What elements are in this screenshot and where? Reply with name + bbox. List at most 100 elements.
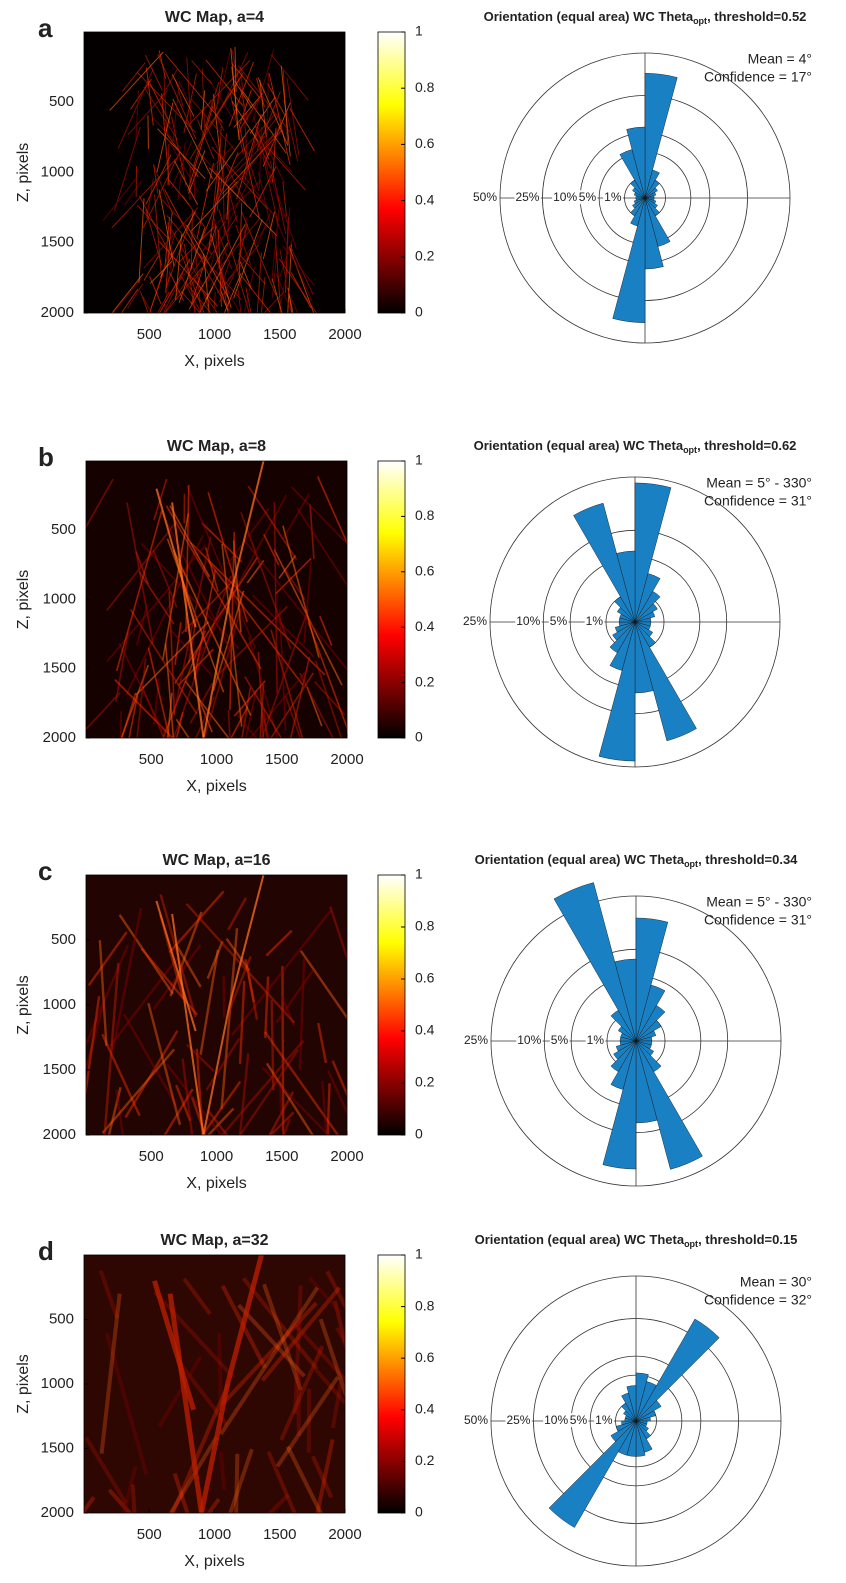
fiber	[121, 62, 146, 92]
fiber	[270, 999, 275, 1091]
fiber	[275, 1375, 340, 1468]
fiber	[84, 1436, 128, 1505]
title-main: Orientation (equal area) WC Theta	[474, 438, 684, 453]
x-tick-label: 500	[139, 751, 164, 768]
fiber	[232, 540, 242, 633]
fiber	[283, 100, 299, 162]
fiber	[238, 1053, 250, 1135]
fiber	[162, 272, 184, 313]
fiber	[226, 125, 282, 198]
fiber	[209, 79, 235, 121]
fiber	[214, 218, 218, 260]
chart-title: WC Map, a=4	[165, 9, 264, 26]
y-tick-label: 1500	[43, 660, 76, 677]
fiber	[175, 711, 184, 738]
fiber	[120, 288, 139, 313]
chart-title: Orientation (equal area) WC Thetaopt, th…	[474, 438, 797, 455]
fiber	[102, 177, 138, 221]
fiber	[243, 539, 347, 671]
fiber	[190, 225, 217, 305]
fiber	[207, 243, 217, 284]
colorbar-tick-label: 0.6	[415, 1349, 435, 1365]
label-background	[462, 1033, 490, 1048]
colorbar	[377, 874, 406, 1136]
fiber	[137, 205, 170, 240]
fiber	[218, 1451, 227, 1491]
x-tick-label: 2000	[330, 1148, 363, 1165]
fiber	[201, 68, 206, 128]
y-tick-label: 500	[49, 1310, 74, 1327]
fiber	[157, 53, 197, 140]
fiber	[221, 129, 283, 195]
fiber	[202, 599, 231, 738]
colorbar-tick-label: 0.6	[415, 970, 435, 986]
fiber	[278, 258, 318, 313]
rose-bar	[548, 1420, 637, 1528]
rose-bar	[609, 621, 636, 671]
fiber	[263, 708, 268, 738]
fiber	[210, 233, 232, 309]
fiber	[220, 1301, 318, 1407]
rose-bar	[616, 550, 636, 623]
fiber	[262, 156, 280, 227]
colorbar-tick-label: 0	[415, 1126, 423, 1142]
rose-bar	[613, 1040, 637, 1060]
x-tick-label: 2000	[328, 1526, 361, 1543]
rose-bar	[634, 482, 672, 623]
fiber	[164, 189, 206, 267]
fiber	[193, 570, 217, 680]
fiber	[174, 943, 202, 988]
label-background	[584, 614, 605, 629]
x-tick-label: 1000	[198, 326, 231, 343]
y-tick-label: 1000	[41, 163, 74, 180]
colorbar-tick-label: 0.2	[415, 1074, 435, 1090]
fiber	[226, 186, 230, 220]
fiber	[307, 621, 347, 731]
radial-tick-label: 25%	[464, 1033, 488, 1047]
x-tick-label: 1500	[263, 1526, 296, 1543]
x-tick-label: 500	[137, 1526, 162, 1543]
fiber	[198, 1383, 231, 1513]
colorbar-tick-label: 0	[415, 304, 423, 320]
annotation: Mean = 30°	[740, 1274, 812, 1290]
heatmap-panel: b WC Map, a=8 500 1000 1500 2000 500 1000 1500 20…	[15, 438, 434, 795]
fiber	[180, 290, 201, 313]
fiber	[189, 541, 326, 676]
fiber	[315, 1439, 335, 1513]
y-axis-label: Z, pixels	[15, 570, 32, 630]
fiber	[206, 1109, 229, 1135]
fiber	[245, 287, 252, 313]
fiber	[167, 139, 199, 193]
fiber	[258, 135, 293, 173]
fiber	[252, 49, 275, 122]
fiber	[216, 125, 222, 211]
fiber	[275, 969, 315, 1024]
fiber	[282, 525, 320, 658]
colorbar-tick-label: 0.8	[415, 79, 435, 95]
fiber	[219, 135, 265, 184]
fiber	[228, 189, 238, 223]
fiber	[152, 944, 202, 1010]
fiber	[168, 591, 176, 716]
fiber	[299, 950, 347, 1020]
rose-bar	[644, 192, 657, 199]
fiber	[160, 211, 196, 278]
fiber	[205, 1037, 241, 1091]
rose-panel: Orientation (equal area) WC Thetaopt, th…	[462, 852, 812, 1187]
colorbar-tick-label: 0.8	[415, 918, 435, 934]
fiber	[208, 177, 221, 251]
radial-tick-label: 1%	[595, 1413, 613, 1427]
fiber	[166, 1063, 223, 1135]
fiber	[86, 692, 121, 731]
fiber	[280, 996, 296, 1027]
image-background	[84, 1255, 345, 1513]
fiber	[143, 207, 199, 269]
rose-bar	[635, 917, 669, 1042]
fiber	[229, 92, 244, 155]
rose-bar	[634, 621, 697, 742]
label-background	[505, 1413, 532, 1428]
fiber	[325, 1270, 345, 1311]
colorbar-tick-label: 0.8	[415, 1297, 435, 1313]
